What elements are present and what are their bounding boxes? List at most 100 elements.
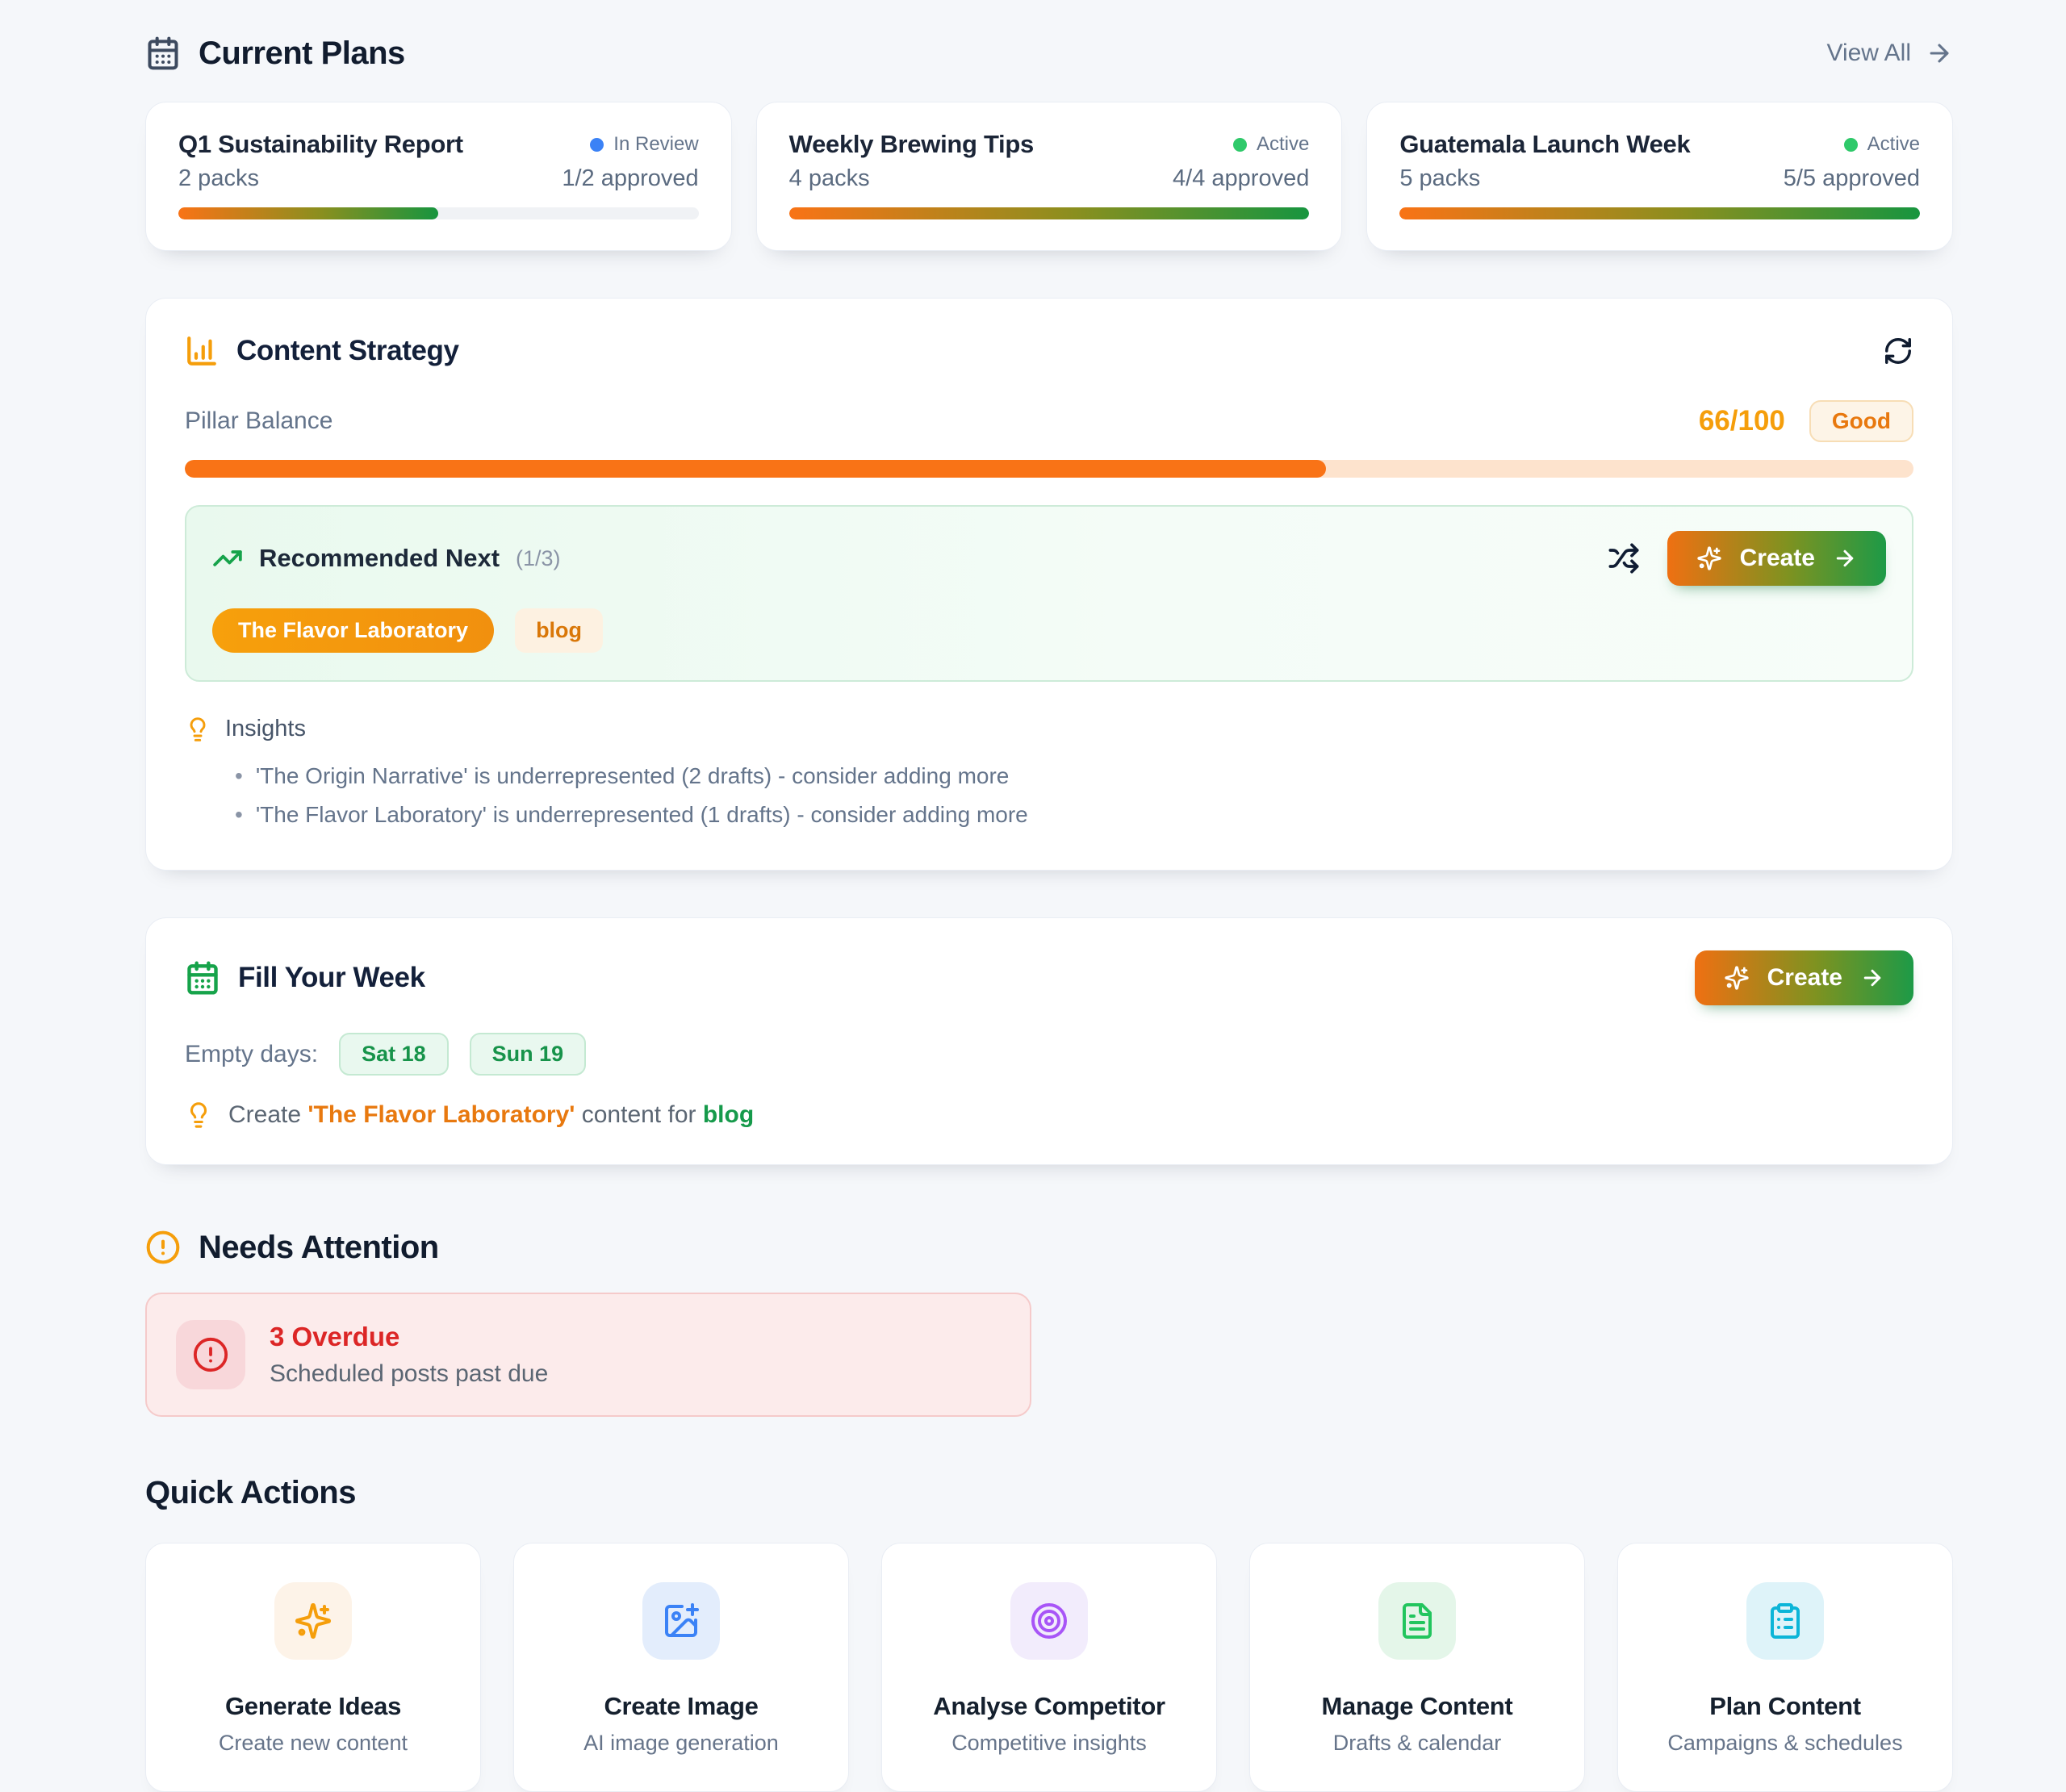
shuffle-icon[interactable] — [1608, 542, 1640, 574]
calendar-icon — [145, 36, 181, 71]
empty-days-label: Empty days: — [185, 1040, 319, 1067]
empty-day-badge: Sun 19 — [469, 1033, 587, 1076]
plan-card[interactable]: Q1 Sustainability Report In Review 2 pac… — [145, 102, 732, 251]
score-badge: Good — [1809, 400, 1913, 442]
refresh-icon[interactable] — [1883, 336, 1913, 366]
packs-count: 5 packs — [1399, 165, 1481, 191]
status-label: In Review — [613, 133, 699, 155]
needs-attention-title: Needs Attention — [199, 1229, 439, 1265]
qa-title: Create Image — [604, 1692, 759, 1720]
alert-circle-icon — [145, 1230, 181, 1265]
plan-progress-track — [788, 207, 1310, 219]
qa-title: Generate Ideas — [224, 1692, 402, 1720]
plan-card[interactable]: Guatemala Launch Week Active 5 packs 5/5… — [1366, 102, 1954, 251]
sparkles-icon — [1724, 965, 1750, 991]
insights-section: Insights 'The Origin Narrative' is under… — [185, 716, 1913, 834]
qa-title: Analyse Competitor — [933, 1692, 1165, 1720]
insights-title: Insights — [225, 716, 306, 741]
approved-count: 4/4 approved — [1173, 165, 1310, 191]
quick-action-plan-content[interactable]: Plan Content Campaigns & schedules — [1617, 1543, 1953, 1792]
plan-progress-track — [178, 207, 699, 219]
quick-action-generate-ideas[interactable]: Generate Ideas Create new content — [145, 1543, 481, 1792]
alert-circle-icon — [192, 1336, 229, 1373]
status-dot — [1232, 137, 1247, 152]
quick-action-manage-content[interactable]: Manage Content Drafts & calendar — [1249, 1543, 1585, 1792]
lightbulb-icon — [185, 1101, 212, 1129]
arrow-right-icon — [1833, 546, 1857, 570]
insight-item: 'The Origin Narrative' is underrepresent… — [235, 757, 1913, 796]
content-strategy-card: Content Strategy Pillar Balance 66/100 G… — [145, 298, 1953, 871]
fill-your-week-card: Fill Your Week Create Empty days: Sat 18… — [145, 917, 1953, 1165]
plan-progress-fill — [178, 207, 439, 219]
create-button-label: Create — [1767, 964, 1842, 991]
lightbulb-icon — [185, 716, 211, 742]
view-all-link[interactable]: View All — [1826, 40, 1953, 67]
tip-prefix: Create — [228, 1101, 302, 1128]
image-plus-icon — [662, 1602, 701, 1640]
qa-title: Manage Content — [1321, 1692, 1513, 1720]
qa-subtitle: Drafts & calendar — [1332, 1731, 1502, 1755]
recommended-next-panel: Recommended Next (1/3) Create — [185, 505, 1913, 682]
sparkles-icon — [294, 1602, 332, 1640]
current-plans-title: Current Plans — [199, 35, 405, 71]
quick-action-analyse-competitor[interactable]: Analyse Competitor Competitive insights — [881, 1543, 1217, 1792]
pillar-score: 66/100 — [1698, 405, 1785, 437]
plan-title: Weekly Brewing Tips — [788, 130, 1035, 158]
bar-chart-icon — [185, 334, 219, 368]
content-strategy-title: Content Strategy — [236, 335, 459, 366]
fill-your-week-title: Fill Your Week — [238, 962, 425, 993]
overdue-subtitle: Scheduled posts past due — [270, 1360, 549, 1387]
quick-actions-title: Quick Actions — [145, 1474, 356, 1510]
plan-progress-fill — [788, 207, 1310, 219]
status-badge: Active — [1232, 133, 1310, 156]
tip-format: blog — [702, 1101, 755, 1128]
tip-pillar: 'The Flavor Laboratory' — [307, 1101, 575, 1128]
view-all-label: View All — [1826, 40, 1911, 66]
overdue-alert-card[interactable]: 3 Overdue Scheduled posts past due — [145, 1293, 1031, 1417]
qa-subtitle: Campaigns & schedules — [1667, 1731, 1903, 1755]
pillar-balance-label: Pillar Balance — [185, 407, 333, 434]
plan-progress-track — [1399, 207, 1921, 219]
tip-middle: content for — [581, 1101, 696, 1128]
arrow-right-icon — [1926, 40, 1953, 67]
pillar-progress-track — [185, 460, 1913, 478]
plans-row: Q1 Sustainability Report In Review 2 pac… — [145, 102, 1954, 251]
file-text-icon — [1398, 1602, 1437, 1640]
target-icon — [1030, 1602, 1069, 1640]
arrow-right-icon — [1860, 966, 1884, 990]
create-button[interactable]: Create — [1667, 531, 1886, 586]
packs-count: 2 packs — [178, 165, 259, 191]
quick-actions-row: Generate Ideas Create new content Create… — [145, 1543, 1953, 1792]
plan-title: Guatemala Launch Week — [1399, 130, 1691, 158]
status-badge: Active — [1843, 133, 1921, 156]
packs-count: 4 packs — [788, 165, 870, 191]
qa-subtitle: Competitive insights — [951, 1731, 1147, 1755]
empty-day-badge: Sat 18 — [339, 1033, 449, 1076]
status-dot — [1843, 137, 1858, 152]
quick-action-create-image[interactable]: Create Image AI image generation — [513, 1543, 849, 1792]
qa-subtitle: Create new content — [218, 1731, 408, 1755]
clipboard-list-icon — [1766, 1602, 1805, 1640]
qa-iconbox — [274, 1582, 352, 1660]
alert-iconbox — [176, 1320, 245, 1389]
plan-progress-fill — [1399, 207, 1921, 219]
qa-iconbox — [642, 1582, 720, 1660]
qa-iconbox — [1010, 1582, 1088, 1660]
format-tag: blog — [515, 608, 604, 653]
status-badge: In Review — [590, 133, 699, 156]
plan-card[interactable]: Weekly Brewing Tips Active 4 packs 4/4 a… — [755, 102, 1343, 251]
create-button[interactable]: Create — [1694, 950, 1913, 1005]
qa-iconbox — [1378, 1582, 1456, 1660]
status-label: Active — [1867, 133, 1921, 155]
pillar-progress-fill — [185, 460, 1326, 478]
status-label: Active — [1256, 133, 1310, 155]
overdue-title: 3 Overdue — [270, 1322, 400, 1351]
trending-up-icon — [212, 543, 243, 574]
pillar-tag: The Flavor Laboratory — [212, 608, 495, 653]
tip-row: Create 'The Flavor Laboratory' content f… — [185, 1101, 1913, 1129]
plan-title: Q1 Sustainability Report — [178, 130, 463, 158]
approved-count: 5/5 approved — [1783, 165, 1921, 191]
approved-count: 1/2 approved — [562, 165, 699, 191]
status-dot — [590, 137, 604, 152]
